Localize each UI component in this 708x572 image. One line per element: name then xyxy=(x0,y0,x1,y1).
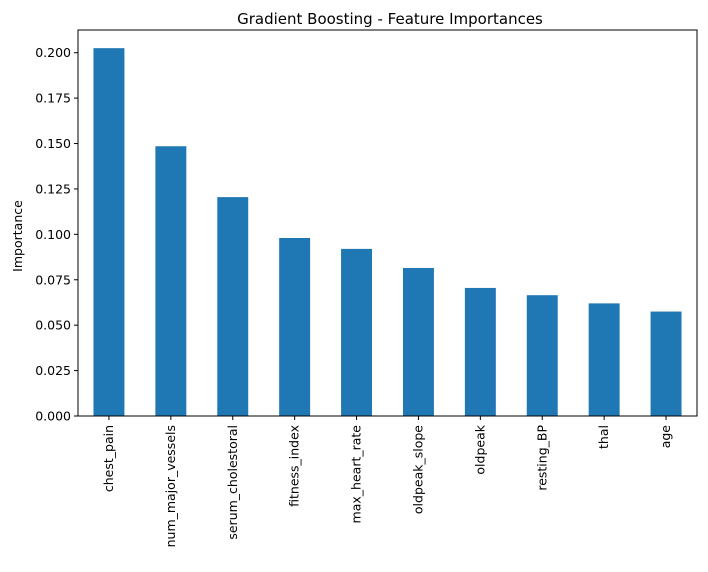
bar-oldpeak_slope xyxy=(402,267,434,416)
y-tick-label: 0.125 xyxy=(35,181,71,196)
bar-chest_pain xyxy=(93,48,125,417)
chart-title: Gradient Boosting - Feature Importances xyxy=(237,10,543,28)
y-ticks-group: 0.000 0.025 0.050 0.075 0.100 0.125 0.150 0.175… xyxy=(35,45,78,424)
x-tick-label: oldpeak xyxy=(472,424,487,474)
x-tick-label: num_major_vessels xyxy=(163,425,178,547)
y-axis-label: Importance xyxy=(10,200,25,272)
y-tick-label: 0.075 xyxy=(35,272,71,287)
y-tick-label: 0.000 xyxy=(35,409,71,424)
bar-max_heart_rate xyxy=(341,248,373,416)
bar-thal xyxy=(588,303,620,416)
bar-resting_BP xyxy=(526,295,558,416)
x-tick-label: fitness_index xyxy=(287,425,302,507)
x-tick-label: oldpeak_slope xyxy=(410,425,425,514)
x-ticks-group: chest_pain num_major_vessels serum_cholest… xyxy=(101,416,673,547)
y-tick-label: 0.050 xyxy=(35,318,71,333)
bar-num_major_vessels xyxy=(155,146,187,416)
bar-oldpeak xyxy=(464,287,496,416)
bar-age xyxy=(650,311,682,416)
y-tick-label: 0.200 xyxy=(35,45,71,60)
bars-group xyxy=(93,48,682,417)
y-tick-label: 0.025 xyxy=(35,363,71,378)
x-tick-label: resting_BP xyxy=(534,425,549,491)
x-tick-label: chest_pain xyxy=(101,425,116,492)
plot-frame xyxy=(77,29,698,417)
x-tick-label: serum_cholestoral xyxy=(225,425,240,540)
x-tick-label: max_heart_rate xyxy=(349,425,364,524)
y-tick-label: 0.150 xyxy=(35,136,71,151)
y-tick-label: 0.175 xyxy=(35,91,71,106)
bar-fitness_index xyxy=(279,237,311,416)
bar-serum_cholestoral xyxy=(217,197,249,416)
x-tick-label: thal xyxy=(596,425,611,449)
x-tick-label: age xyxy=(658,425,673,449)
y-tick-label: 0.100 xyxy=(35,227,71,242)
